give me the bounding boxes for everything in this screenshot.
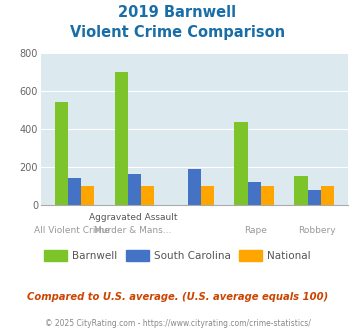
Bar (81, 185, 94, 205)
Bar (321, 185, 334, 205)
Bar (188, 169, 201, 205)
Bar (68, 178, 81, 205)
Text: Compared to U.S. average. (U.S. average equals 100): Compared to U.S. average. (U.S. average … (27, 292, 328, 302)
Bar (55, 102, 68, 205)
Bar (115, 72, 128, 205)
Text: 2019 Barnwell: 2019 Barnwell (119, 5, 236, 20)
Legend: Barnwell, South Carolina, National: Barnwell, South Carolina, National (40, 246, 315, 265)
Text: © 2025 CityRating.com - https://www.cityrating.com/crime-statistics/: © 2025 CityRating.com - https://www.city… (45, 319, 310, 328)
Bar (248, 182, 261, 205)
Text: Robbery: Robbery (299, 226, 336, 235)
Bar (261, 185, 274, 205)
Text: Violent Crime Comparison: Violent Crime Comparison (70, 25, 285, 40)
Text: Rape: Rape (244, 226, 267, 235)
Bar (294, 176, 307, 205)
Bar (141, 185, 154, 205)
Text: All Violent Crime: All Violent Crime (34, 226, 109, 235)
Text: Aggravated Assault: Aggravated Assault (89, 213, 177, 222)
Text: Murder & Mans...: Murder & Mans... (94, 226, 171, 235)
Bar (201, 185, 214, 205)
Bar (128, 174, 141, 205)
Bar (307, 190, 321, 205)
Bar (235, 122, 248, 205)
